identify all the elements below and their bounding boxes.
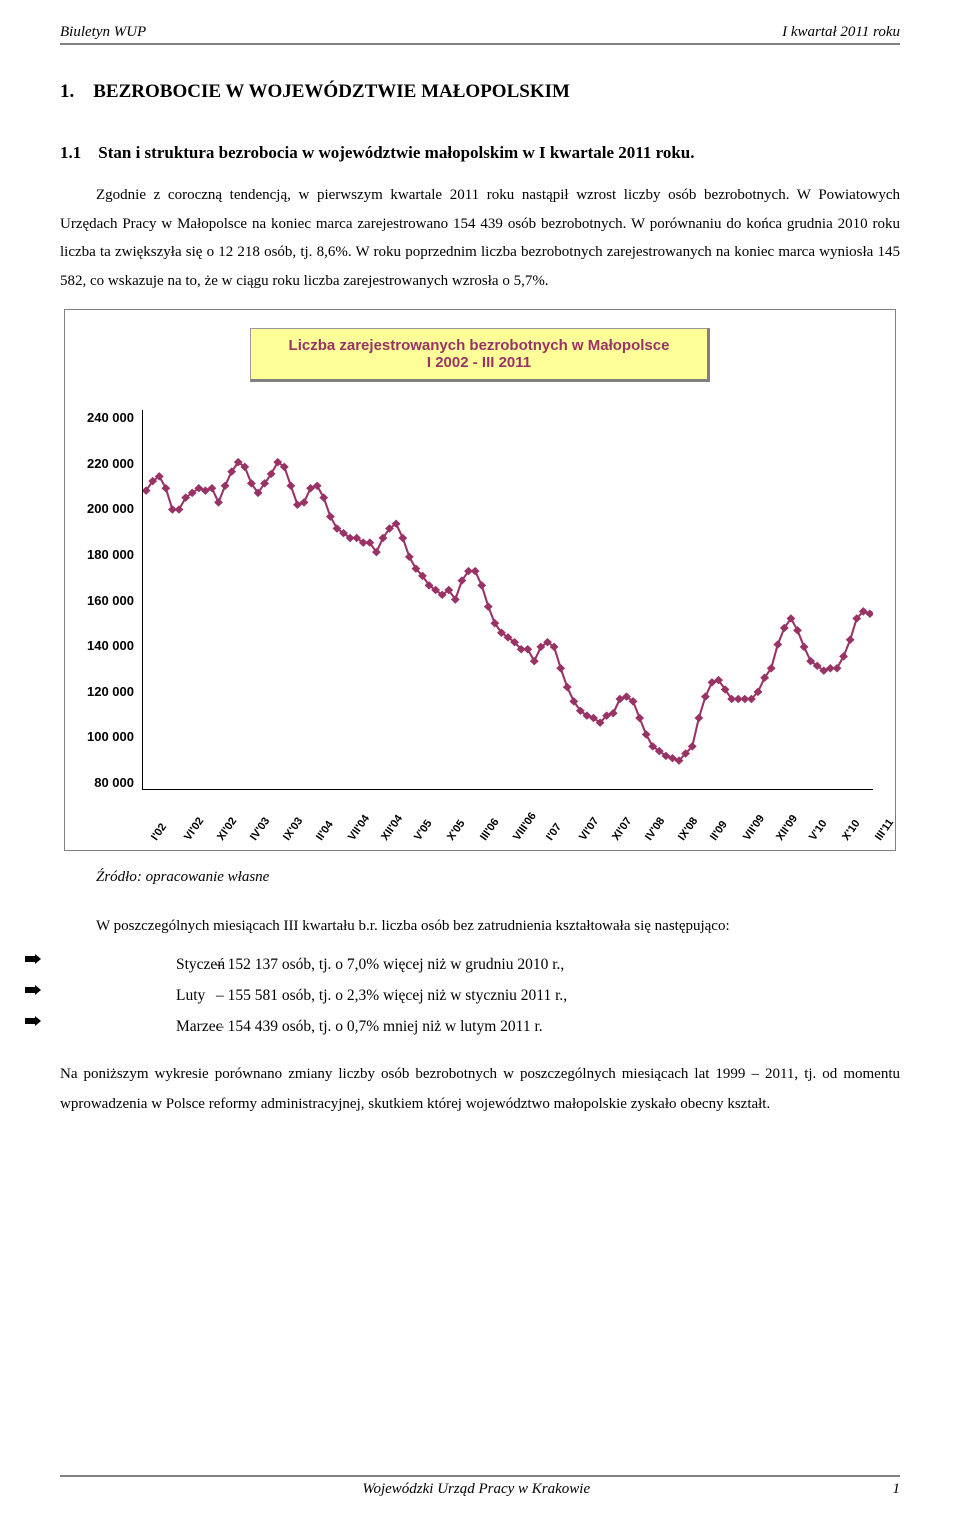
subsection-number: 1.1 — [60, 143, 81, 162]
y-tick-label: 140 000 — [87, 638, 134, 653]
y-tick-label: 100 000 — [87, 729, 134, 744]
x-tick-label: IX'03 — [281, 815, 305, 843]
page-footer: Wojewódzki Urząd Pracy w Krakowie 1 — [60, 1475, 900, 1498]
section-heading: BEZROBOCIE W WOJEWÓDZTWIE MAŁOPOLSKIM — [93, 81, 570, 102]
footer-rule — [60, 1475, 900, 1477]
x-tick-label: X'05 — [445, 818, 468, 843]
chart-plot-area — [142, 410, 873, 790]
chart-x-axis: I'02 VI'02 XI'02 IV'03 IX'03 II'04 VII'04 XII'0… — [149, 796, 873, 844]
x-tick-label: III'06 — [478, 816, 502, 843]
header-rule — [60, 43, 900, 45]
x-tick-label: XII'04 — [379, 813, 405, 843]
footer-page-number: 1 — [893, 1481, 901, 1498]
x-tick-label: VI'07 — [577, 815, 601, 843]
month-name: Marzec — [86, 1011, 216, 1042]
y-tick-label: 160 000 — [87, 593, 134, 608]
y-tick-label: 240 000 — [87, 410, 134, 425]
y-tick-label: 200 000 — [87, 501, 134, 516]
bullet-icon — [60, 951, 86, 969]
month-value: – 154 439 osób, tj. o 0,7% mniej niż w l… — [216, 1011, 543, 1042]
month-name: Styczeń — [86, 949, 216, 980]
x-tick-label: XI'07 — [610, 815, 634, 843]
x-tick-label: II'04 — [314, 819, 336, 843]
chart-title-box: Liczba zarejestrowanych bezrobotnych w M… — [250, 328, 710, 382]
x-tick-label: III'11 — [873, 817, 896, 843]
x-tick-label: IX'08 — [676, 815, 700, 843]
y-tick-label: 180 000 — [87, 547, 134, 562]
bullet-icon — [60, 982, 86, 1000]
paragraph-1: Zgodnie z coroczną tendencją, w pierwszy… — [60, 181, 900, 295]
x-tick-label: VII'09 — [741, 813, 767, 843]
chart-plot-wrap: 240 000 220 000 200 000 180 000 160 000 140 0… — [87, 410, 873, 790]
month-row: Styczeń– 152 137 osób, tj. o 7,0% więcej… — [60, 949, 900, 980]
section-title: 1. BEZROBOCIE W WOJEWÓDZTWIE MAŁOPOLSKIM — [60, 81, 900, 103]
months-intro: W poszczególnych miesiącach III kwartału… — [60, 912, 900, 941]
x-tick-label: XI'02 — [215, 815, 239, 843]
header-right: I kwartał 2011 roku — [782, 24, 900, 41]
chart-svg — [143, 410, 873, 789]
x-tick-label: IV'03 — [248, 815, 272, 843]
x-tick-label: V'10 — [807, 818, 830, 843]
chart-source: Źródło: opracowanie własne — [96, 869, 882, 886]
footer-center: Wojewódzki Urząd Pracy w Krakowie — [362, 1481, 590, 1498]
months-list: Styczeń– 152 137 osób, tj. o 7,0% więcej… — [60, 949, 900, 1042]
x-tick-label: XII'09 — [774, 813, 800, 843]
header-left: Biuletyn WUP — [60, 24, 146, 41]
section-number: 1. — [60, 81, 74, 102]
bullet-icon — [60, 1013, 86, 1031]
x-tick-label: II'09 — [708, 819, 730, 843]
chart-y-axis: 240 000 220 000 200 000 180 000 160 000 140 0… — [87, 410, 142, 790]
x-tick-label: X'10 — [840, 818, 863, 843]
x-tick-label: I'07 — [544, 821, 564, 843]
month-value: – 152 137 osób, tj. o 7,0% więcej niż w … — [216, 949, 564, 980]
month-row: Marzec– 154 439 osób, tj. o 0,7% mniej n… — [60, 1011, 900, 1042]
x-tick-label: I'02 — [149, 821, 169, 843]
subsection-title: 1.1 Stan i struktura bezrobocia w wojewó… — [60, 143, 900, 163]
y-tick-label: 120 000 — [87, 684, 134, 699]
chart-title-line1: Liczba zarejestrowanych bezrobotnych w M… — [269, 337, 689, 354]
closing-paragraph: Na poniższym wykresie porównano zmiany l… — [60, 1060, 900, 1119]
x-tick-label: VIII'06 — [511, 810, 539, 843]
subsection-heading: Stan i struktura bezrobocia w województw… — [98, 143, 694, 162]
x-tick-label: V'05 — [412, 818, 435, 843]
x-tick-label: IV'08 — [643, 815, 667, 843]
month-name: Luty — [86, 980, 216, 1011]
x-tick-label: VII'04 — [346, 813, 372, 843]
month-row: Luty– 155 581 osób, tj. o 2,3% więcej ni… — [60, 980, 900, 1011]
chart-container: Liczba zarejestrowanych bezrobotnych w M… — [64, 309, 896, 851]
y-tick-label: 220 000 — [87, 456, 134, 471]
month-value: – 155 581 osób, tj. o 2,3% więcej niż w … — [216, 980, 567, 1011]
x-tick-label: VI'02 — [182, 815, 206, 843]
chart-title-line2: I 2002 - III 2011 — [269, 354, 689, 371]
y-tick-label: 80 000 — [94, 775, 134, 790]
